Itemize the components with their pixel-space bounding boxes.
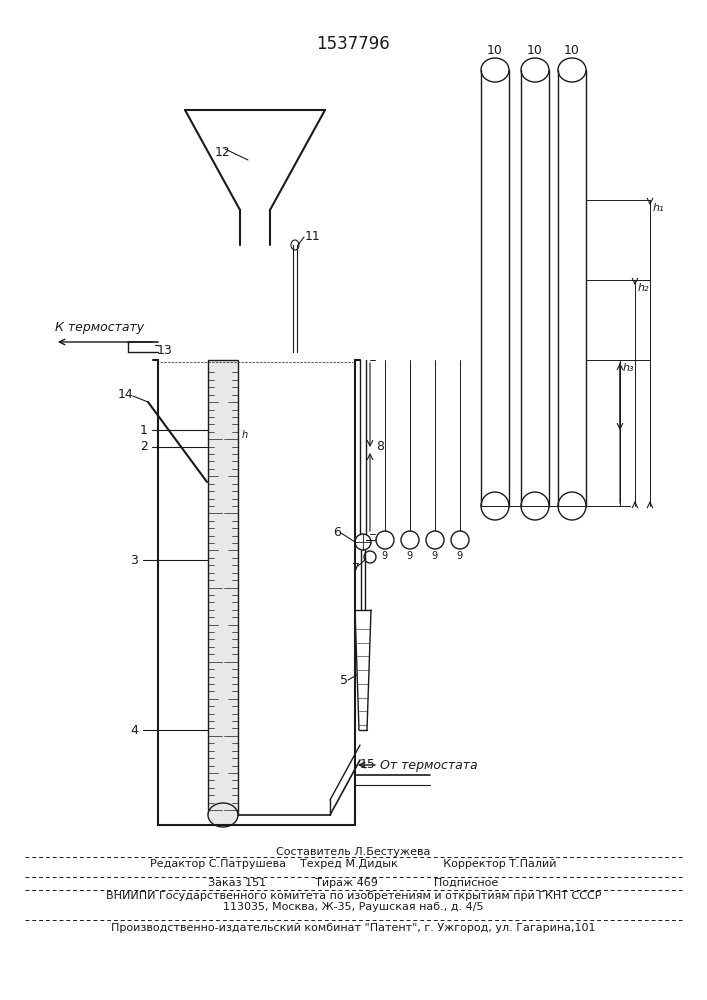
Text: ВНИИПИ Государственного комитета по изобретениям и открытиям при ГКНТ СССР: ВНИИПИ Государственного комитета по изоб…	[106, 891, 601, 901]
Ellipse shape	[355, 534, 371, 550]
Text: h₃: h₃	[623, 363, 634, 373]
Ellipse shape	[364, 551, 376, 563]
Text: 9: 9	[406, 551, 412, 561]
Bar	[208, 360, 238, 815]
Text: 6: 6	[333, 526, 341, 538]
Text: h₁: h₁	[653, 203, 665, 213]
Text: 9: 9	[381, 551, 387, 561]
Text: 10: 10	[487, 43, 503, 56]
Text: 7: 7	[352, 562, 360, 574]
Text: h₂: h₂	[638, 283, 650, 293]
Ellipse shape	[208, 803, 238, 827]
Text: 13: 13	[157, 344, 173, 357]
Text: 113035, Москва, Ж-35, Раушская наб., д. 4/5: 113035, Москва, Ж-35, Раушская наб., д. …	[223, 902, 484, 912]
Text: От термостата: От термостата	[380, 758, 478, 772]
Text: 15: 15	[360, 758, 376, 772]
Text: 9: 9	[431, 551, 437, 561]
Ellipse shape	[376, 531, 394, 549]
Ellipse shape	[401, 531, 419, 549]
Text: Заказ 151              Тираж 469                Подписное: Заказ 151 Тираж 469 Подписное	[209, 878, 498, 888]
Text: К термостату: К термостату	[55, 320, 144, 334]
Text: 12: 12	[215, 145, 230, 158]
Text: 14: 14	[118, 388, 134, 401]
Text: 9: 9	[456, 551, 462, 561]
Text: 8: 8	[376, 440, 384, 454]
Text: 5: 5	[340, 674, 348, 686]
Text: 3: 3	[130, 554, 138, 566]
Ellipse shape	[521, 58, 549, 82]
Text: 4: 4	[130, 724, 138, 736]
Text: 10: 10	[564, 43, 580, 56]
Ellipse shape	[521, 492, 549, 520]
Ellipse shape	[481, 58, 509, 82]
Text: h: h	[242, 430, 248, 440]
Ellipse shape	[451, 531, 469, 549]
Text: Редактор С.Патрушева    Техред М.Дидык             Корректор Т.Палий: Редактор С.Патрушева Техред М.Дидык Корр…	[151, 859, 556, 869]
Text: 2: 2	[140, 440, 148, 454]
Text: Производственно-издательский комбинат "Патент", г. Ужгород, ул. Гагарина,101: Производственно-издательский комбинат "П…	[111, 923, 596, 933]
Text: 1537796: 1537796	[316, 35, 390, 53]
Text: 1: 1	[140, 424, 148, 436]
Ellipse shape	[426, 531, 444, 549]
Ellipse shape	[481, 492, 509, 520]
Ellipse shape	[558, 492, 586, 520]
Ellipse shape	[558, 58, 586, 82]
Ellipse shape	[291, 240, 299, 250]
Text: 10: 10	[527, 43, 543, 56]
Text: 11: 11	[305, 231, 321, 243]
Text: Составитель Л.Бестужева: Составитель Л.Бестужева	[276, 847, 431, 857]
